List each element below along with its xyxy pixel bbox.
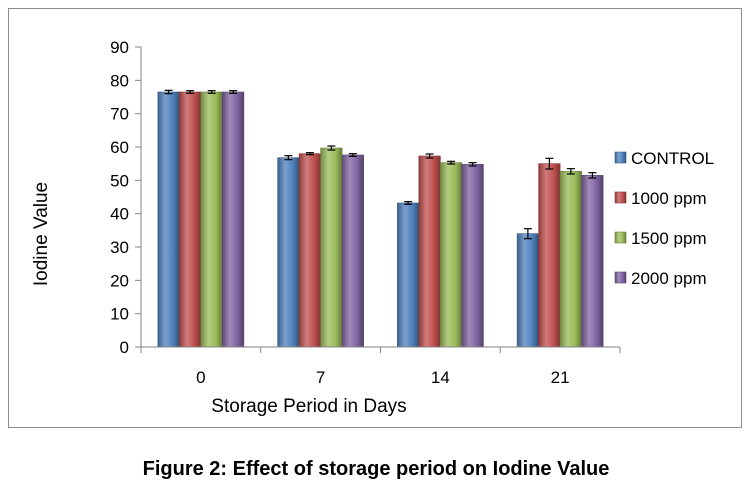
y-tick-label: 10 <box>110 305 129 324</box>
y-tick-label: 30 <box>110 238 129 257</box>
legend-label-2000-ppm: 2000 ppm <box>631 269 707 288</box>
x-tick-label: 7 <box>316 368 325 387</box>
y-tick-label: 40 <box>110 205 129 224</box>
bar-1500-ppm-day-21 <box>559 171 582 348</box>
bar-1000-ppm-day-0 <box>179 91 202 348</box>
bar-control-day-21 <box>516 233 539 348</box>
bar-control-day-0 <box>157 91 180 348</box>
bars-layer <box>157 89 604 348</box>
bar-control-day-7 <box>277 157 300 348</box>
bar-2000-ppm-day-7 <box>341 154 364 348</box>
bar-1000-ppm-day-7 <box>298 153 321 348</box>
bar-2000-ppm-day-0 <box>222 91 245 348</box>
y-tick-label: 90 <box>110 38 129 57</box>
legend: CONTROL 1000 ppm 1500 ppm 2000 ppm <box>614 149 714 288</box>
x-tick-label: 14 <box>431 368 450 387</box>
bar-1000-ppm-day-21 <box>538 163 561 348</box>
x-axis-title: Storage Period in Days <box>211 396 406 417</box>
figure-caption: Figure 2: Effect of storage period on Io… <box>142 458 610 480</box>
bar-1000-ppm-day-14 <box>418 155 441 348</box>
y-tick-label: 70 <box>110 105 129 124</box>
x-tick-label: 21 <box>551 368 570 387</box>
y-tick-label: 50 <box>110 171 129 190</box>
y-tick-label: 80 <box>110 71 129 90</box>
x-tick-label: 0 <box>196 368 205 387</box>
legend-swatch-2000-ppm <box>614 271 627 284</box>
bar-1500-ppm-day-7 <box>320 147 343 348</box>
legend-label-1000-ppm: 1000 ppm <box>631 189 707 208</box>
y-tick-label: 0 <box>120 338 129 357</box>
y-axis-title: Iodine Value <box>31 182 52 286</box>
legend-label-control: CONTROL <box>631 149 714 168</box>
legend-label-1500-ppm: 1500 ppm <box>631 229 707 248</box>
legend-swatch-1000-ppm <box>614 191 627 204</box>
bar-2000-ppm-day-14 <box>461 164 484 348</box>
bar-1500-ppm-day-0 <box>200 91 223 348</box>
chart-frame: 0 10 20 30 40 50 60 70 80 90 0 7 14 21 CONTROL 1000 pp… <box>8 8 742 428</box>
y-tick-label: 60 <box>110 138 129 157</box>
bar-2000-ppm-day-21 <box>581 175 604 348</box>
bar-control-day-14 <box>397 202 420 348</box>
legend-swatch-control <box>614 151 627 164</box>
legend-swatch-1500-ppm <box>614 231 627 244</box>
bar-chart: 0 10 20 30 40 50 60 70 80 90 0 7 14 21 CONTROL 1000 pp… <box>31 38 714 417</box>
axes-layer: 0 10 20 30 40 50 60 70 80 90 0 7 14 21 <box>110 38 621 387</box>
y-tick-label: 20 <box>110 271 129 290</box>
bar-1500-ppm-day-14 <box>440 162 463 348</box>
